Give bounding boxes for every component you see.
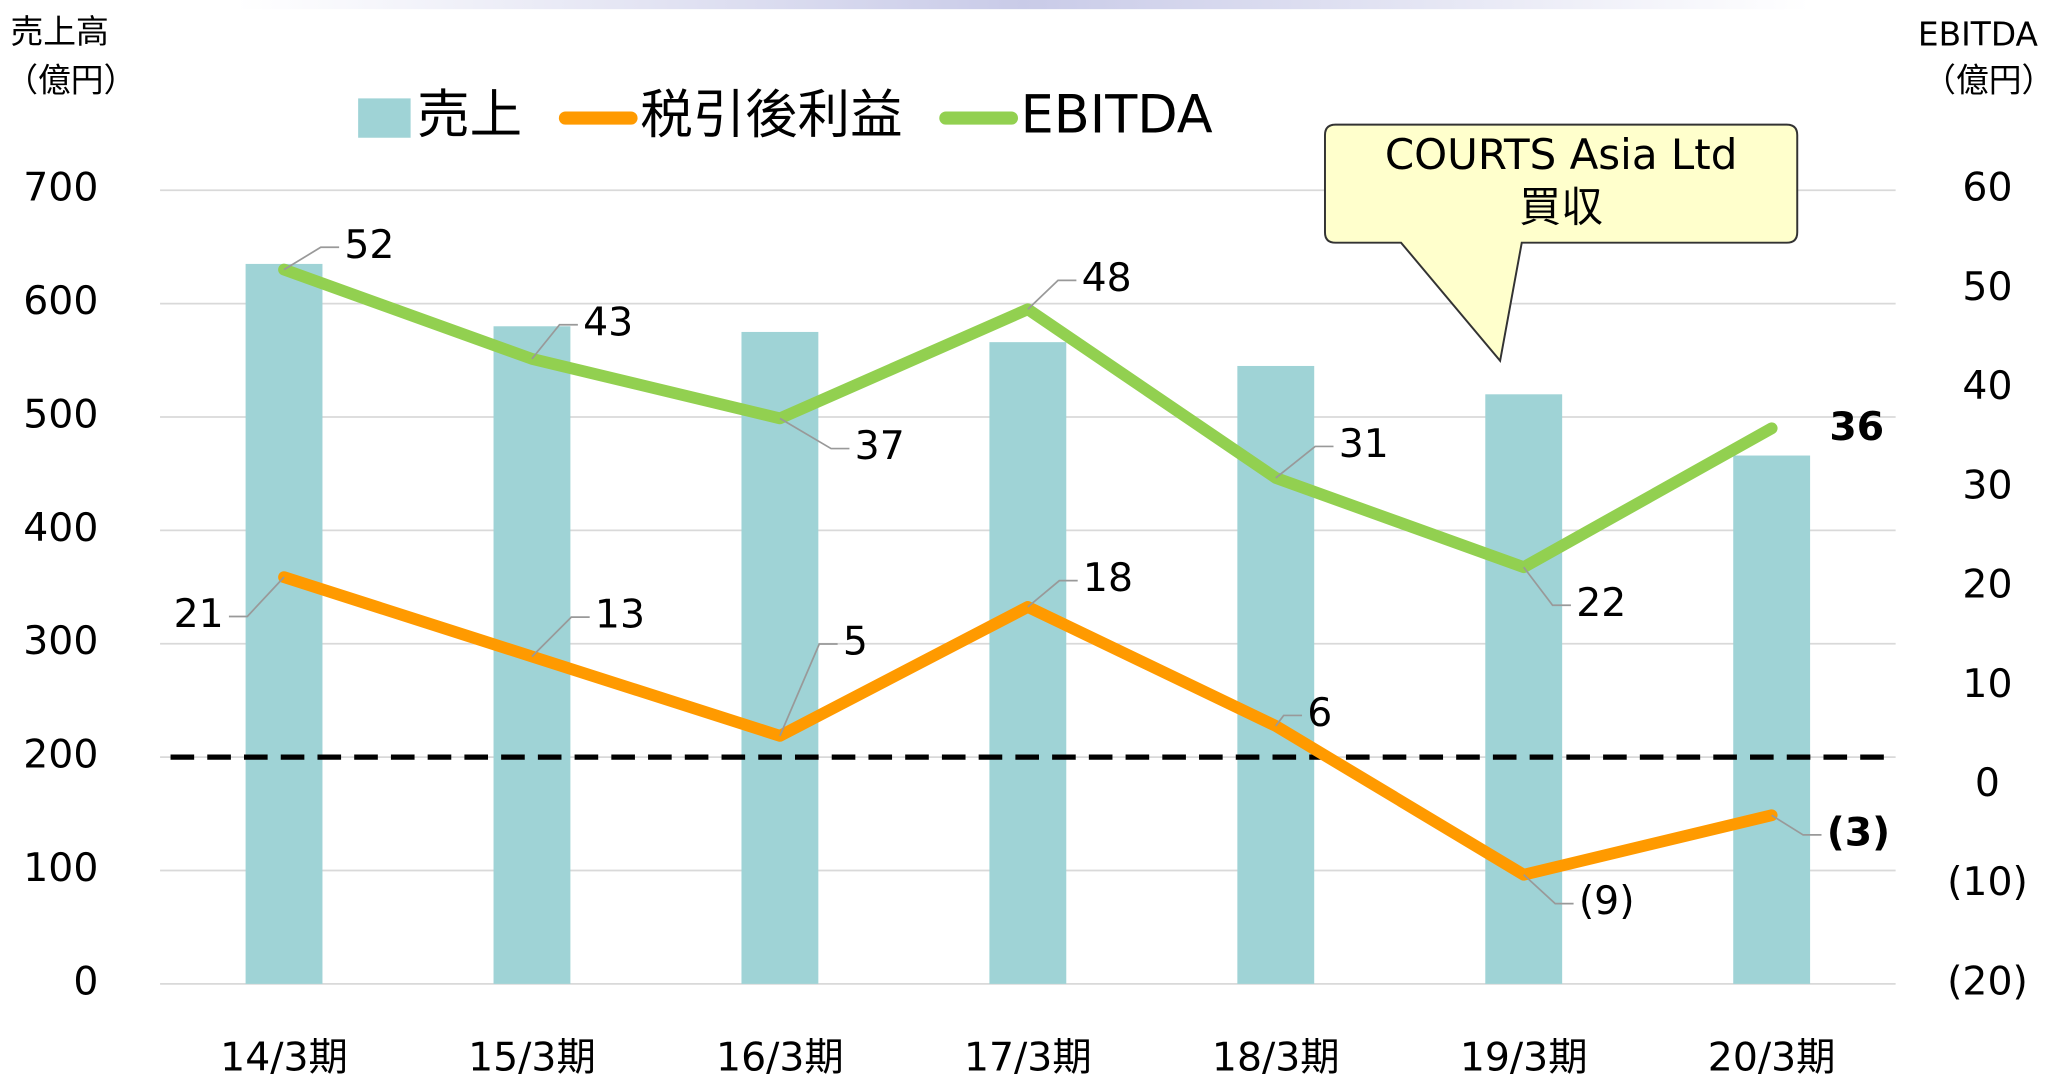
y2-tick-label: (20) [1947, 958, 2028, 1004]
x-tick-label: 17/3期 [964, 1034, 1092, 1080]
data-label: 21 [174, 591, 224, 637]
y2-tick-label: 20 [1962, 562, 2012, 608]
data-label: 18 [1083, 555, 1133, 601]
bar [1485, 394, 1563, 984]
y2-axis-unit: （億円） [1923, 62, 2054, 100]
annotation-text: COURTS Asia Ltd [1385, 130, 1738, 179]
legend-label: EBITDA [1021, 85, 1213, 146]
bar [245, 263, 323, 984]
leader-line [1523, 874, 1574, 905]
annotation-text: 買収 [1519, 182, 1603, 231]
leader-line [1771, 814, 1822, 836]
y2-tick-label: 50 [1962, 264, 2012, 310]
y2-tick-label: (10) [1947, 859, 2028, 905]
x-tick-label: 15/3期 [468, 1034, 596, 1080]
x-tick-label: 18/3期 [1212, 1034, 1340, 1080]
bar [1733, 455, 1811, 984]
data-label: 52 [344, 222, 394, 268]
y-tick-label: 0 [73, 958, 98, 1004]
data-label: 31 [1339, 421, 1389, 467]
leader-line [1027, 579, 1078, 608]
data-label: 48 [1082, 255, 1132, 301]
data-label: (9) [1579, 878, 1635, 924]
data-label: 13 [595, 592, 645, 638]
data-label: 22 [1576, 580, 1626, 626]
y-tick-label: 600 [23, 278, 98, 324]
y2-tick-label: 60 [1962, 165, 2012, 211]
y2-tick-label: 40 [1962, 363, 2012, 409]
y-tick-label: 200 [23, 732, 98, 778]
leader-line [531, 323, 578, 360]
y-tick-label: 500 [23, 391, 98, 437]
leader-line [1027, 279, 1077, 310]
data-label: 37 [855, 423, 905, 469]
leader-line [1275, 445, 1334, 479]
x-tick-label: 19/3期 [1460, 1034, 1588, 1080]
x-tick-label: 16/3期 [716, 1034, 844, 1080]
leader-line [228, 576, 285, 618]
y-axis-unit: （億円） [5, 62, 136, 100]
legend-swatch [358, 98, 411, 138]
bar [1237, 365, 1315, 984]
data-label: (3) [1827, 809, 1890, 855]
data-label: 36 [1829, 404, 1884, 450]
leader-line [779, 417, 850, 450]
leader-line [531, 616, 590, 658]
legend-label: 売上 [417, 85, 522, 146]
y2-tick-label: 0 [1975, 760, 2000, 806]
y2-axis-title: EBITDA [1918, 16, 2039, 54]
leader-line [283, 246, 340, 271]
y-axis-title: 売上高 [11, 13, 109, 51]
bar [989, 342, 1067, 984]
leader-line [1523, 566, 1571, 607]
y-tick-label: 300 [23, 618, 98, 664]
y-tick-label: 700 [23, 165, 98, 211]
y-tick-label: 100 [23, 845, 98, 891]
y2-tick-label: 30 [1962, 462, 2012, 508]
top-band [236, 0, 1811, 10]
legend-label: 税引後利益 [640, 85, 902, 146]
data-label: 5 [843, 619, 868, 665]
leader-line [779, 643, 838, 737]
bar [741, 331, 819, 984]
leader-line [1275, 714, 1303, 727]
y-tick-label: 400 [23, 505, 98, 551]
x-tick-label: 14/3期 [220, 1034, 348, 1080]
data-label: 43 [583, 299, 633, 345]
callout [1323, 123, 1799, 363]
data-label: 6 [1307, 690, 1332, 736]
y2-tick-label: 10 [1962, 661, 2012, 707]
x-tick-label: 20/3期 [1708, 1034, 1836, 1080]
